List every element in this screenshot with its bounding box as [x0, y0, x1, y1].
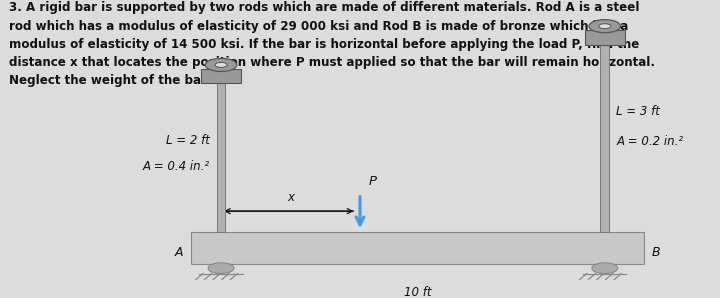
Text: 10 ft: 10 ft	[404, 286, 431, 298]
Bar	[600, 45, 609, 232]
Circle shape	[208, 263, 234, 274]
Text: P: P	[369, 175, 377, 188]
Circle shape	[205, 58, 237, 72]
Text: A = 0.2 in.²: A = 0.2 in.²	[616, 135, 683, 148]
Bar	[201, 69, 240, 83]
Text: 3. A rigid bar is supported by two rods which are made of different materials. R: 3. A rigid bar is supported by two rods …	[9, 1, 654, 87]
Circle shape	[599, 24, 611, 29]
Bar	[585, 30, 625, 45]
Circle shape	[589, 20, 621, 33]
Bar	[217, 83, 225, 232]
Text: L = 3 ft: L = 3 ft	[616, 105, 660, 118]
Circle shape	[592, 263, 618, 274]
Text: L = 2 ft: L = 2 ft	[166, 134, 210, 147]
Text: A = 0.4 in.²: A = 0.4 in.²	[143, 160, 210, 173]
Circle shape	[215, 63, 227, 67]
Bar	[191, 232, 644, 264]
Text: x: x	[287, 191, 294, 204]
Text: A: A	[175, 246, 184, 259]
Text: B: B	[652, 246, 660, 259]
